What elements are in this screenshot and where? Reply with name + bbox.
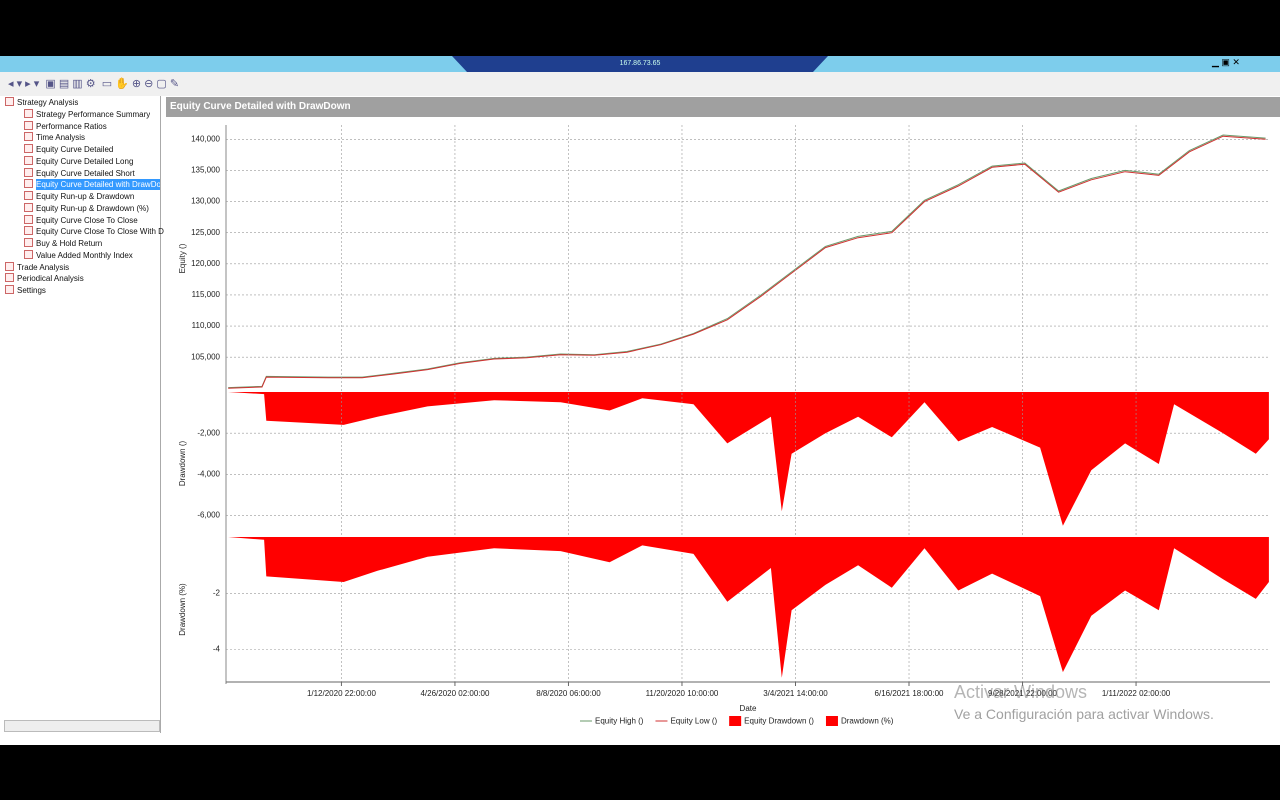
tree-label: Strategy Performance Summary — [36, 109, 151, 119]
tree-icon — [24, 238, 33, 247]
tree-item[interactable]: Periodical Analysis — [5, 273, 84, 284]
tree-label: Equity Curve Detailed Long — [36, 156, 134, 166]
tree-icon — [24, 214, 33, 224]
tree-item[interactable]: Equity Curve Detailed with DrawDown — [24, 179, 160, 191]
tree-icon — [24, 108, 33, 118]
tree-label: Buy & Hold Return — [36, 239, 103, 248]
chart: 105,000 110,000 115,000 120,000 125,000 130,0… — [178, 125, 1270, 726]
tree-item[interactable]: Equity Curve Detailed Short — [24, 167, 135, 179]
tree-label: Time Analysis — [36, 133, 86, 143]
tree-icon — [24, 132, 33, 142]
tree-icon — [24, 120, 33, 130]
x-tick-label: 11/20/2020 10:00:00 — [646, 689, 719, 698]
tree-item[interactable]: Value Added Monthly Index — [24, 249, 133, 261]
tree-item[interactable]: Settings — [5, 285, 46, 296]
tree-icon — [5, 261, 14, 271]
x-axis-label: Date — [740, 704, 757, 713]
legend-swatch — [729, 716, 742, 726]
legend-label: Drawdown (%) — [841, 717, 894, 726]
tree-item[interactable]: Strategy Analysis — [5, 97, 78, 108]
tree-icon — [24, 202, 33, 212]
tree-item[interactable]: Time Analysis — [24, 132, 85, 143]
tree-label: Equity Run-up & Drawdown (%) — [36, 203, 149, 213]
tree-label: Strategy Analysis — [17, 98, 79, 107]
tree-icon — [5, 97, 14, 106]
y-tick-label: -4,000 — [197, 469, 220, 478]
x-tick-label: 1/12/2020 22:00:00 — [307, 689, 377, 698]
tree-label: Trade Analysis — [17, 262, 70, 272]
equity-line — [228, 135, 1266, 389]
tree-icon — [24, 249, 33, 259]
tree-icon — [24, 179, 33, 189]
tree-item[interactable]: Trade Analysis — [5, 261, 70, 273]
tree-label: Value Added Monthly Index — [36, 250, 133, 260]
y-tick-label: 115,000 — [192, 290, 221, 299]
remote-title: 167.86.73.65 — [452, 56, 828, 72]
tree-item[interactable]: Equity Run-up & Drawdown (%) — [24, 202, 149, 214]
y-tick-label: 140,000 — [191, 134, 220, 143]
y-axis-label: Drawdown (%) — [178, 583, 187, 636]
tree-icon — [5, 285, 14, 294]
y-tick-label: 125,000 — [191, 228, 220, 237]
toolbar-icons[interactable]: ◂ ▾ ▸ ▾ ▣ ▤ ▥ ⚙ ▭ ✋ ⊕ ⊖ ▢ ✎ — [8, 78, 180, 90]
legend-label: Equity Low () — [670, 717, 717, 726]
tree-item[interactable]: Strategy Performance Summary — [24, 108, 151, 120]
tree-panel: Strategy Analysis Strategy Performance Su… — [0, 96, 164, 733]
x-tick-label: 4/26/2020 02:00:00 — [420, 689, 490, 698]
tree-icon — [5, 273, 14, 283]
watermark-text: Ve a Configuración para activar Windows. — [954, 706, 1214, 722]
drawdown-area — [228, 537, 1269, 678]
tree-item[interactable]: Equity Curve Close To Close With D — [24, 226, 164, 237]
h-scrollbar[interactable] — [4, 720, 160, 732]
y-tick-label: 105,000 — [191, 352, 220, 361]
y-tick-label: 130,000 — [191, 197, 220, 206]
x-tick-label: 9/28/2021 22:00:00 — [988, 689, 1058, 698]
tree-item[interactable]: Equity Curve Detailed — [24, 144, 113, 155]
tree-label: Equity Curve Detailed with DrawDown — [36, 179, 160, 191]
legend-label: Equity Drawdown () — [744, 717, 814, 726]
y-tick-label: 120,000 — [191, 259, 220, 268]
y-tick-label: -2,000 — [197, 428, 220, 437]
window-controls[interactable]: ▁ ▣ ✕ — [1212, 57, 1240, 67]
y-tick-label: 110,000 — [192, 321, 221, 330]
x-tick-label: 1/11/2022 02:00:00 — [1102, 689, 1171, 698]
tree-label: Settings — [17, 286, 46, 295]
legend-label: Equity High () — [595, 717, 644, 726]
tree-label: Equity Run-up & Drawdown — [36, 192, 135, 201]
y-tick-label: -4 — [213, 645, 221, 654]
tree-item[interactable]: Performance Ratios — [24, 120, 107, 132]
tree-label: Periodical Analysis — [17, 274, 84, 284]
y-axis-label: Drawdown () — [178, 440, 187, 486]
tree-label: Equity Curve Close To Close — [36, 215, 138, 225]
tree-icon — [24, 226, 33, 236]
watermark-title: Activar Windows — [954, 682, 1088, 702]
y-tick-label: -6,000 — [197, 511, 220, 520]
x-tick-label: 8/8/2020 06:00:00 — [536, 689, 601, 698]
legend-swatch — [825, 716, 838, 726]
tree-item[interactable]: Equity Run-up & Drawdown — [24, 191, 134, 202]
tree-icon — [24, 144, 33, 153]
tree-item[interactable]: Equity Curve Detailed Long — [24, 155, 134, 167]
tree-label: Equity Curve Close To Close With D — [36, 227, 164, 237]
y-tick-label: -2 — [213, 588, 221, 597]
tree-label: Equity Curve Detailed Short — [36, 168, 135, 178]
equity-line — [228, 134, 1266, 389]
tree-item[interactable]: Buy & Hold Return — [24, 238, 102, 249]
tree-label: Performance Ratios — [36, 121, 107, 131]
tree-icon — [24, 191, 33, 200]
drawdown-area — [228, 392, 1269, 526]
panel-title: Equity Curve Detailed with DrawDown — [166, 97, 1280, 117]
x-tick-label: 6/16/2021 18:00:00 — [875, 689, 945, 698]
tree-icon — [24, 155, 33, 165]
tree-icon — [24, 167, 33, 177]
toolbar: ◂ ▾ ▸ ▾ ▣ ▤ ▥ ⚙ ▭ ✋ ⊕ ⊖ ▢ ✎ — [0, 72, 1280, 97]
y-tick-label: 135,000 — [191, 166, 220, 175]
tree-item[interactable]: Equity Curve Close To Close — [24, 214, 138, 226]
x-tick-label: 3/4/2021 14:00:00 — [763, 689, 828, 698]
y-axis-label: Equity () — [178, 243, 187, 273]
tree-label: Equity Curve Detailed — [36, 145, 114, 154]
